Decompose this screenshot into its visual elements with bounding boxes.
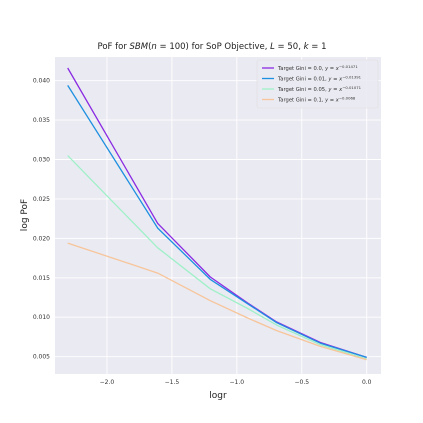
chart-title-part: k (304, 42, 310, 52)
legend-label-prefix: Target Gini = 0.01, (277, 77, 328, 83)
series-lines (67, 67, 367, 361)
chart-title: PoF for SBM(n = 100) for SoP Objective, … (98, 42, 327, 52)
legend-box (256, 59, 379, 109)
chart-title-part: = 100) for SoP Objective, (157, 42, 270, 52)
legend-label-3: Target Gini = 0.1, y = x−0.0068 (277, 95, 356, 103)
legend-label-exponent: −0.01071 (342, 85, 361, 90)
x-tick-labels: −2.0 −1.5 −1.0 −0.5 0.0 (100, 379, 372, 386)
y-tick-label: 0.040 (33, 78, 50, 85)
x-tick-label: −1.0 (230, 379, 245, 386)
chart-title-part: n (151, 42, 156, 52)
x-tick-label: −0.5 (294, 379, 309, 386)
series-line-3 (67, 242, 367, 361)
x-tick-label: −1.5 (165, 379, 180, 386)
y-tick-label: 0.005 (33, 354, 50, 361)
legend-label-math: y = x (327, 87, 343, 93)
legend-label-exponent: −0.01391 (342, 74, 361, 79)
chart-title-part: = 50, (275, 42, 304, 52)
x-axis-label: logr (209, 391, 227, 401)
grid (55, 57, 381, 374)
legend-label-math: y = x (324, 98, 340, 104)
x-tick-label: 0.0 (362, 379, 372, 386)
legend-label-exponent: −0.0068 (339, 95, 356, 100)
legend-label-math: y = x (324, 66, 340, 72)
y-tick-label: 0.015 (33, 275, 50, 282)
chart-title-part: L (270, 42, 275, 52)
y-tick-label: 0.010 (33, 314, 50, 321)
chart-title-part: SBM (130, 42, 149, 52)
legend-label-1: Target Gini = 0.01, y = x−0.01391 (277, 74, 362, 82)
y-tick-label: 0.025 (33, 196, 50, 203)
legend-label-math: y = x (327, 77, 343, 83)
series-line-1 (67, 85, 367, 359)
y-tick-labels: 0.005 0.010 0.015 0.020 0.025 0.030 0.035 0.040 (33, 78, 50, 361)
chart-title-part: ( (148, 42, 151, 52)
legend-label-0: Target Gini = 0.0, y = x−0.01471 (277, 64, 358, 72)
legend-label-prefix: Target Gini = 0.0, (277, 66, 325, 72)
legend-label-prefix: Target Gini = 0.1, (277, 98, 325, 104)
series-line-2 (67, 155, 367, 360)
plot-area (55, 57, 381, 374)
legend-label-exponent: −0.01471 (339, 64, 358, 69)
legend-label-2: Target Gini = 0.05, y = x−0.01071 (277, 85, 362, 93)
y-tick-label: 0.020 (33, 235, 50, 242)
y-tick-label: 0.030 (33, 157, 50, 164)
y-tick-label: 0.035 (33, 117, 50, 124)
y-axis-label: log PoF (20, 199, 30, 231)
chart-title-part: = 1 (309, 42, 327, 52)
legend-label-prefix: Target Gini = 0.05, (277, 87, 328, 93)
chart-title-part: PoF for (98, 42, 130, 52)
x-tick-label: −2.0 (100, 379, 115, 386)
